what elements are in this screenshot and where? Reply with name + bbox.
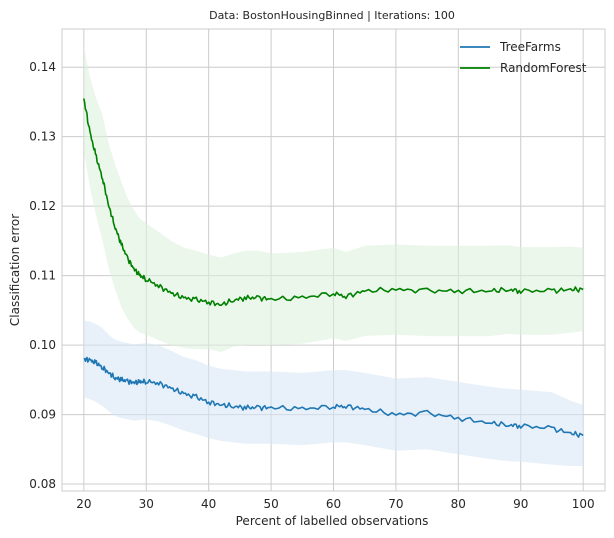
y-tick-label: 0.09: [29, 408, 56, 422]
x-axis-label: Percent of labelled observations: [236, 514, 429, 528]
y-tick-label: 0.12: [29, 199, 56, 213]
y-tick-label: 0.13: [29, 130, 56, 144]
legend-label: TreeFarms: [499, 40, 561, 54]
treefarms-confidence-band: [83, 320, 584, 466]
x-tick-label: 20: [76, 497, 91, 511]
chart-title: Data: BostonHousingBinned | Iterations: …: [209, 9, 455, 22]
y-tick-label: 0.10: [29, 338, 56, 352]
x-tick-label: 60: [326, 497, 341, 511]
tick-labels: 20 30 40 50 60 70 80 90 100 0.08 0.09 0.10 0.11 0.12 0…: [29, 60, 594, 511]
series-lines: [83, 98, 584, 438]
x-tick-label: 40: [201, 497, 216, 511]
legend-item-randomforest: RandomForest: [460, 61, 587, 75]
y-tick-label: 0.14: [29, 60, 56, 74]
y-tick-label: 0.08: [29, 477, 56, 491]
x-tick-label: 80: [451, 497, 466, 511]
randomforest-line: [83, 98, 584, 307]
confidence-bands: [83, 46, 584, 466]
x-tick-label: 100: [572, 497, 595, 511]
treefarms-line: [83, 356, 584, 438]
plot-frame: [61, 28, 606, 492]
y-tick-label: 0.11: [29, 269, 56, 283]
x-tick-label: 70: [388, 497, 403, 511]
x-tick-label: 50: [263, 497, 278, 511]
x-tick-label: 90: [513, 497, 528, 511]
y-axis-label: Classification error: [8, 214, 22, 326]
legend: TreeFarms RandomForest: [460, 40, 587, 75]
randomforest-confidence-band: [83, 46, 584, 353]
x-tick-label: 30: [139, 497, 154, 511]
legend-item-treefarms: TreeFarms: [460, 40, 561, 54]
legend-label: RandomForest: [500, 61, 587, 75]
